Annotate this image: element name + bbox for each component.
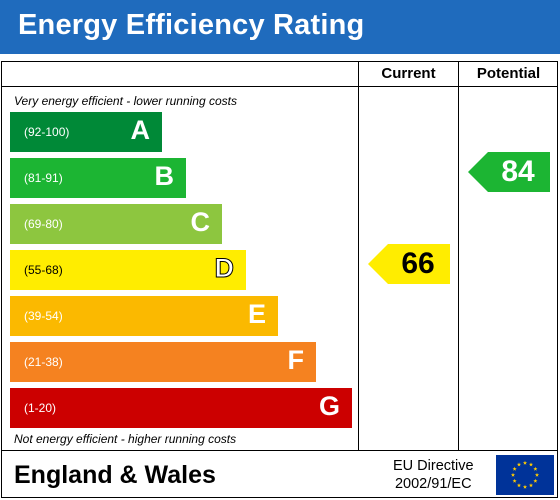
eu-directive-label: EU Directive 2002/91/EC bbox=[393, 457, 474, 493]
potential-column-header: Potential bbox=[476, 65, 541, 82]
band-letter: C bbox=[190, 207, 211, 237]
potential-rating-value: 84 bbox=[501, 155, 535, 188]
current-column-divider bbox=[358, 61, 359, 451]
eu-star-icon bbox=[512, 478, 517, 483]
eu-star-icon bbox=[516, 462, 522, 467]
caption-inefficient: Not energy efficient - higher running co… bbox=[14, 432, 237, 446]
band-range-label: (92-100) bbox=[24, 125, 70, 139]
eu-star-icon bbox=[522, 484, 528, 489]
band-range-label: (69-80) bbox=[24, 217, 63, 231]
potential-column-divider bbox=[458, 61, 459, 451]
band-letter: G bbox=[318, 391, 340, 421]
eu-star-icon bbox=[533, 478, 538, 483]
band-g: (1-20) G bbox=[10, 388, 352, 428]
column-header-divider bbox=[1, 86, 558, 87]
band-letter: A bbox=[130, 115, 151, 145]
band-d: (55-68) D bbox=[10, 250, 246, 290]
eu-star-icon bbox=[528, 462, 534, 467]
region-label: England & Wales bbox=[14, 461, 216, 489]
eu-star-icon bbox=[522, 460, 528, 465]
caption-efficient: Very energy efficient - lower running co… bbox=[14, 94, 237, 108]
band-range-label: (81-91) bbox=[24, 171, 63, 185]
current-rating-arrow: 66 bbox=[368, 244, 450, 284]
eu-star-icon bbox=[534, 472, 540, 477]
header-bar: Energy Efficiency Rating bbox=[0, 0, 560, 54]
band-f: (21-38) F bbox=[10, 342, 316, 382]
eu-star-icon bbox=[516, 483, 522, 488]
band-letter: D bbox=[214, 253, 234, 284]
directive-line-2: 2002/91/EC bbox=[394, 476, 472, 492]
band-c: (69-80) C bbox=[10, 204, 222, 244]
band-e: (39-54) E bbox=[10, 296, 278, 336]
current-column-header: Current bbox=[381, 65, 436, 82]
band-range-label: (55-68) bbox=[24, 263, 63, 277]
eu-star-icon bbox=[510, 472, 516, 477]
chart-frame bbox=[1, 61, 558, 451]
potential-arrow-shape bbox=[468, 152, 550, 192]
page-title: Energy Efficiency Rating bbox=[18, 9, 365, 41]
band-range-label: (39-54) bbox=[24, 309, 63, 323]
potential-rating-arrow: 84 bbox=[468, 152, 550, 192]
directive-line-1: EU Directive bbox=[393, 458, 474, 474]
eu-star-icon bbox=[512, 466, 517, 471]
current-rating-value: 66 bbox=[401, 247, 435, 280]
band-a: (92-100) A bbox=[10, 112, 162, 152]
eu-star-icon bbox=[533, 466, 538, 471]
eu-flag-icon bbox=[496, 455, 554, 495]
eu-star-icon bbox=[528, 483, 534, 488]
band-range-label: (21-38) bbox=[24, 355, 63, 369]
band-range-label: (1-20) bbox=[24, 401, 57, 415]
band-letter: E bbox=[247, 299, 266, 329]
current-arrow-shape bbox=[368, 244, 450, 284]
band-letter: F bbox=[287, 345, 305, 375]
band-letter: B bbox=[154, 161, 175, 191]
footer-frame bbox=[1, 451, 558, 498]
band-b: (81-91) B bbox=[10, 158, 186, 198]
